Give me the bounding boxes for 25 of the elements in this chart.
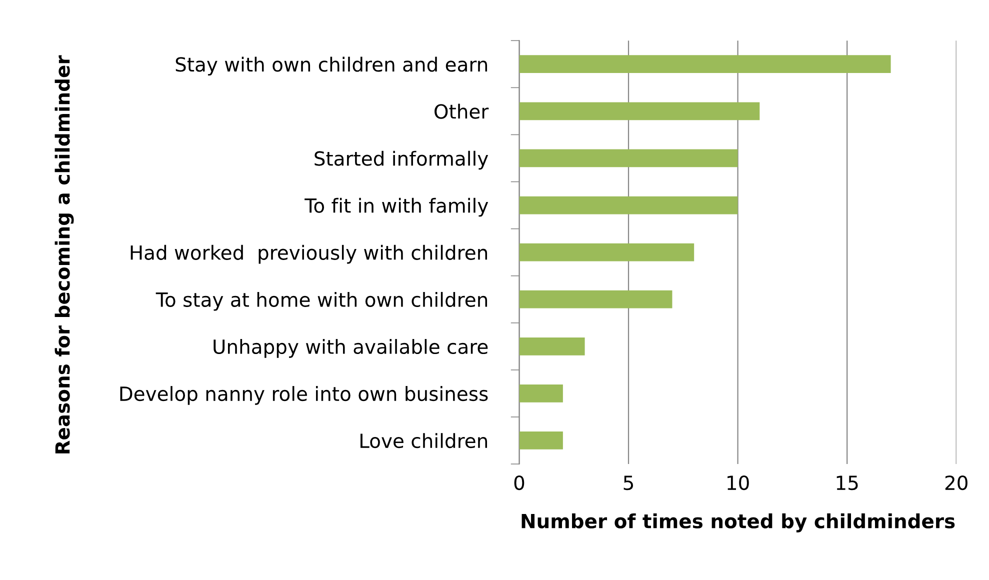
bar <box>519 149 738 168</box>
bar <box>519 290 672 308</box>
y-tick-label: Had worked previously with children <box>130 244 488 264</box>
x-tick-label: 10 <box>728 475 749 490</box>
y-tick-label: To stay at home with own children <box>156 292 488 311</box>
bar <box>519 196 738 214</box>
bar <box>519 432 563 450</box>
x-tick-label: 0 <box>514 475 524 490</box>
y-tick-label: Started informally <box>314 150 488 170</box>
bar <box>519 337 585 356</box>
y-tick-label: Unhappy with available care <box>214 339 488 358</box>
bar <box>519 55 891 74</box>
y-tick-label: Love children <box>360 433 488 448</box>
x-tick-label: 20 <box>945 475 968 490</box>
bar <box>519 384 563 402</box>
x-tick-label: 5 <box>624 476 633 490</box>
bar <box>519 243 694 262</box>
y-tick-label: To fit in with family <box>304 198 488 217</box>
bar <box>519 102 760 120</box>
y-tick-label: Develop nanny role into own business <box>120 386 488 405</box>
y-axis-title: Reasons for becoming a childminder <box>54 55 74 454</box>
x-axis-title: Number of times noted by childminders <box>522 513 955 532</box>
y-tick-label: Stay with own children and earn <box>176 56 488 76</box>
y-tick-label: Other <box>434 104 489 119</box>
x-tick-label: 15 <box>836 476 858 490</box>
